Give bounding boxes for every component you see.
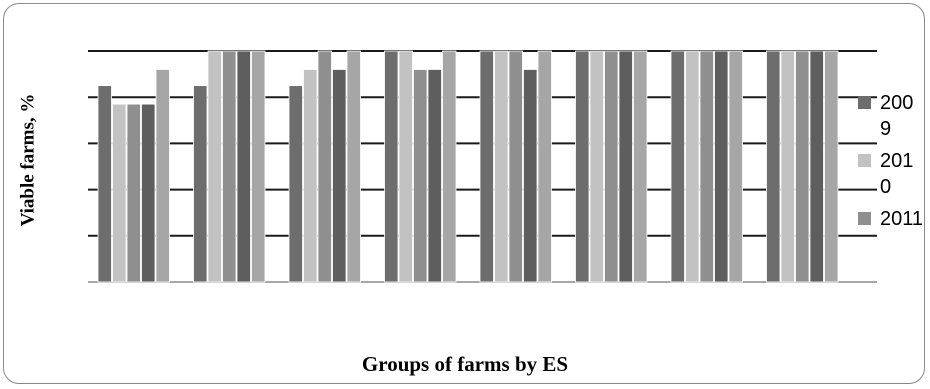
bar-series-5-group-8 bbox=[824, 50, 839, 283]
bar-series-2-group-3 bbox=[303, 69, 318, 283]
bar-series-4-group-8 bbox=[809, 50, 824, 283]
x-axis-label: Groups of farms by ES bbox=[361, 352, 569, 376]
bar-series-5-group-6 bbox=[633, 50, 648, 283]
bar-series-3-group-7 bbox=[699, 50, 714, 283]
bar-series-4-group-3 bbox=[332, 69, 347, 283]
bar-series-4-group-2 bbox=[236, 50, 251, 283]
bar-series-3-group-2 bbox=[222, 50, 237, 283]
bar-series-3-group-5 bbox=[508, 50, 523, 283]
bar-series-5-group-2 bbox=[251, 50, 266, 283]
bar-series-5-group-4 bbox=[442, 50, 457, 283]
bar-series-2-group-2 bbox=[207, 50, 222, 283]
legend-item-2010: 2010 bbox=[858, 148, 928, 206]
bar-series-2-group-1 bbox=[112, 103, 127, 283]
bar-series-5-group-5 bbox=[537, 50, 552, 283]
y-axis-label: Viable farms, % bbox=[8, 40, 48, 280]
legend: 2009 2010 2011 bbox=[858, 90, 928, 264]
bars bbox=[97, 50, 839, 283]
bar-series-5-group-1 bbox=[155, 69, 170, 283]
bar-series-4-group-1 bbox=[141, 103, 156, 283]
bar-series-3-group-8 bbox=[795, 50, 810, 283]
bar-series-1-group-5 bbox=[479, 50, 494, 283]
bar-series-3-group-3 bbox=[317, 50, 332, 283]
bar-series-2-group-8 bbox=[780, 50, 795, 283]
bar-series-3-group-1 bbox=[126, 103, 141, 283]
bar-series-1-group-8 bbox=[766, 50, 781, 283]
bar-series-5-group-7 bbox=[728, 50, 743, 283]
bar-series-4-group-5 bbox=[523, 69, 538, 283]
legend-swatch bbox=[858, 212, 871, 225]
bar-series-4-group-7 bbox=[714, 50, 729, 283]
bar-series-2-group-5 bbox=[494, 50, 509, 283]
y-axis-label-text: Viable farms, % bbox=[17, 93, 38, 227]
bar-series-1-group-6 bbox=[575, 50, 590, 283]
legend-swatch bbox=[858, 154, 871, 167]
bar-series-1-group-1 bbox=[97, 85, 112, 283]
bar-series-2-group-4 bbox=[398, 50, 413, 283]
bar-series-5-group-3 bbox=[346, 50, 361, 283]
bar-series-1-group-3 bbox=[288, 85, 303, 283]
bar-series-4-group-4 bbox=[427, 69, 442, 283]
legend-label: 2009 bbox=[880, 92, 914, 140]
bar-series-3-group-4 bbox=[413, 69, 428, 283]
legend-label: 2010 bbox=[880, 150, 914, 198]
legend-item-2011: 2011 bbox=[858, 206, 928, 264]
bar-series-3-group-6 bbox=[604, 50, 619, 283]
bar-series-1-group-7 bbox=[670, 50, 685, 283]
bar-series-1-group-2 bbox=[193, 85, 208, 283]
legend-item-2009: 2009 bbox=[858, 90, 928, 148]
bar-series-2-group-7 bbox=[685, 50, 700, 283]
legend-label: 2011 bbox=[880, 208, 924, 230]
bar-series-2-group-6 bbox=[589, 50, 604, 283]
bar-series-4-group-6 bbox=[618, 50, 633, 283]
legend-swatch bbox=[858, 96, 871, 109]
bar-series-1-group-4 bbox=[384, 50, 399, 283]
